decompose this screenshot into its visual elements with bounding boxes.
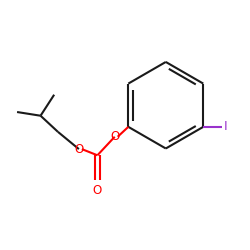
Text: I: I	[224, 120, 228, 133]
Text: O: O	[74, 142, 84, 156]
Text: O: O	[110, 130, 119, 143]
Text: O: O	[93, 184, 102, 198]
